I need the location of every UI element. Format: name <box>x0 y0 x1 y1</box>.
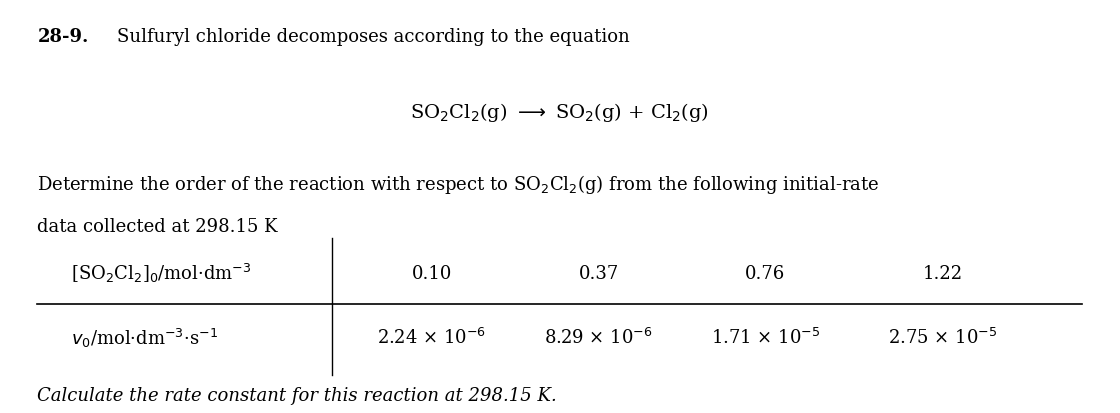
Text: $v_0$/mol·dm$^{-3}$·s$^{-1}$: $v_0$/mol·dm$^{-3}$·s$^{-1}$ <box>71 327 218 350</box>
Text: Calculate the rate constant for this reaction at 298.15 K.: Calculate the rate constant for this rea… <box>37 387 558 405</box>
Text: 0.37: 0.37 <box>578 265 618 283</box>
Text: data collected at 298.15 K: data collected at 298.15 K <box>37 218 278 235</box>
Text: 1.71 × 10$^{-5}$: 1.71 × 10$^{-5}$ <box>711 328 820 348</box>
Text: Determine the order of the reaction with respect to SO$_2$Cl$_2$(g) from the fol: Determine the order of the reaction with… <box>37 173 880 196</box>
Text: 2.24 × 10$^{-6}$: 2.24 × 10$^{-6}$ <box>377 328 486 348</box>
Text: 0.76: 0.76 <box>745 265 785 283</box>
Text: [SO$_2$Cl$_2$]$_0$/mol·dm$^{-3}$: [SO$_2$Cl$_2$]$_0$/mol·dm$^{-3}$ <box>71 262 251 285</box>
Text: 8.29 × 10$^{-6}$: 8.29 × 10$^{-6}$ <box>544 328 653 348</box>
Text: Sulfuryl chloride decomposes according to the equation: Sulfuryl chloride decomposes according t… <box>118 28 631 46</box>
Text: 1.22: 1.22 <box>923 265 963 283</box>
Text: SO$_2$Cl$_2$(g) $\longrightarrow$ SO$_2$(g) + Cl$_2$(g): SO$_2$Cl$_2$(g) $\longrightarrow$ SO$_2$… <box>410 101 709 124</box>
Text: 2.75 × 10$^{-5}$: 2.75 × 10$^{-5}$ <box>888 328 998 348</box>
Text: 0.10: 0.10 <box>412 265 452 283</box>
Text: 28-9.: 28-9. <box>37 28 88 46</box>
